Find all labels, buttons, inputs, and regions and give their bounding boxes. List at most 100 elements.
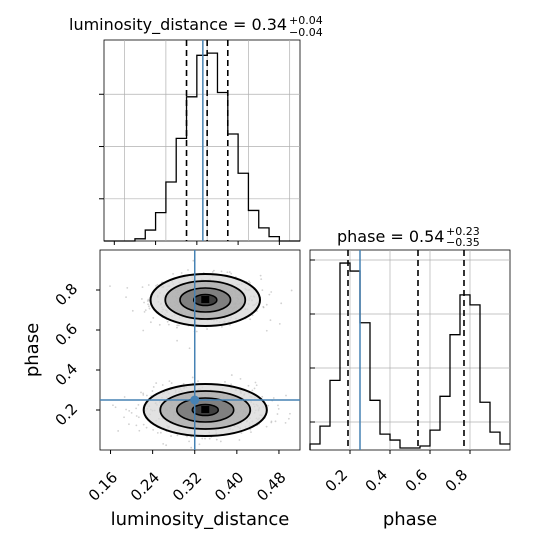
scatter-point — [251, 314, 254, 317]
scatter-point — [176, 326, 178, 329]
scatter-point — [123, 416, 125, 419]
scatter-point — [182, 382, 185, 385]
scatter-point — [212, 269, 215, 272]
scatter-point — [137, 403, 140, 406]
scatter-point — [230, 374, 233, 376]
joint-truth-lines — [100, 250, 300, 450]
hist-phase-panel: 0.2 0.4 0.6 0.8 phase phase = 0.54 +0.23 −0… — [309, 225, 511, 530]
density-peak — [201, 296, 210, 303]
scatter-point — [141, 286, 144, 289]
scatter-point — [211, 271, 214, 273]
scatter-point — [128, 409, 131, 412]
scatter-point — [158, 323, 161, 326]
scatter-point — [192, 259, 195, 262]
scatter-point — [146, 300, 149, 302]
contour-line — [149, 273, 261, 327]
scatter-point — [277, 404, 279, 407]
scatter-point — [247, 384, 250, 387]
scatter-point — [148, 305, 150, 308]
hist-phase-grid — [310, 250, 510, 450]
scatter-point — [278, 322, 281, 325]
hist-phase-quantiles — [347, 250, 465, 450]
contour-line — [164, 280, 247, 320]
scatter-point — [191, 376, 194, 379]
scatter-point — [226, 271, 229, 274]
scatter-point — [220, 270, 223, 273]
hist-phase-title-sub: −0.35 — [446, 236, 480, 249]
hist-luminosity-title-sup: +0.04 — [289, 14, 323, 27]
scatter-point — [224, 381, 226, 383]
scatter-point — [289, 412, 291, 415]
joint-xticks: 0.16 0.24 0.32 0.40 0.48 — [85, 450, 290, 505]
scatter-point — [142, 329, 145, 332]
x-tick-label: 0.8 — [442, 466, 472, 496]
hist-phase-xlabel: phase — [383, 509, 437, 530]
hist-luminosity-steps — [104, 52, 300, 242]
density-peak — [201, 406, 210, 413]
scatter-point — [147, 298, 150, 301]
contour-line — [176, 397, 235, 423]
scatter-point — [270, 420, 273, 423]
scatter-point — [125, 296, 127, 299]
scatter-point — [143, 301, 145, 304]
hist-phase-title-main: phase = 0.54 — [337, 227, 444, 246]
scatter-point — [250, 431, 252, 434]
scatter-point — [268, 293, 271, 296]
scatter-point — [188, 347, 191, 350]
hist-phase-title-sup: +0.23 — [446, 225, 480, 238]
scatter-point — [162, 442, 165, 445]
hist-phase-xticks: 0.2 0.4 0.6 0.8 — [322, 450, 472, 496]
scatter-point — [135, 415, 138, 417]
scatter-point — [261, 289, 264, 292]
scatter-point — [128, 423, 130, 426]
scatter-point — [176, 324, 179, 327]
scatter-point — [165, 444, 168, 447]
scatter-point — [89, 407, 91, 409]
contour-line — [179, 287, 232, 313]
scatter-point — [249, 428, 252, 431]
scatter-point — [248, 280, 250, 283]
scatter-point — [176, 339, 178, 342]
scatter-point — [178, 324, 180, 327]
scatter-point — [161, 384, 164, 386]
scatter-point — [255, 384, 258, 387]
scatter-point — [131, 309, 134, 312]
scatter-point — [117, 430, 120, 432]
scatter-point — [280, 302, 283, 305]
scatter-point — [159, 431, 162, 434]
scatter-point — [230, 272, 233, 275]
hist-luminosity-quantiles — [185, 40, 229, 241]
x-tick-label: 0.24 — [127, 468, 163, 504]
scatter-point — [265, 329, 268, 332]
scatter-point — [272, 397, 275, 399]
scatter-point — [151, 390, 154, 392]
scatter-point — [262, 305, 265, 308]
scatter-point — [201, 437, 204, 440]
scatter-point — [267, 404, 270, 407]
scatter-point — [262, 306, 265, 309]
contour-line — [192, 293, 218, 307]
scatter-point — [269, 319, 272, 322]
x-tick-label: 0.2 — [322, 466, 352, 496]
scatter-point — [170, 435, 172, 437]
scatter-point — [166, 320, 169, 323]
scatter-point — [228, 271, 231, 273]
scatter-point — [270, 421, 273, 424]
scatter-point — [109, 285, 111, 288]
scatter-point — [155, 284, 157, 287]
scatter-point — [180, 272, 183, 274]
y-tick-label: 0.8 — [52, 280, 82, 310]
scatter-point — [138, 429, 141, 432]
scatter-point — [249, 281, 251, 284]
hist-luminosity-title-main: luminosity_distance = 0.34 — [69, 15, 287, 35]
scatter-point — [190, 446, 193, 449]
scatter-point — [238, 439, 241, 441]
scatter-point — [187, 269, 189, 271]
scatter-point — [156, 283, 159, 286]
scatter-point — [140, 298, 143, 300]
hist-phase-steps — [309, 262, 510, 450]
scatter-point — [112, 404, 114, 407]
scatter-point — [137, 416, 140, 419]
scatter-point — [285, 394, 287, 397]
